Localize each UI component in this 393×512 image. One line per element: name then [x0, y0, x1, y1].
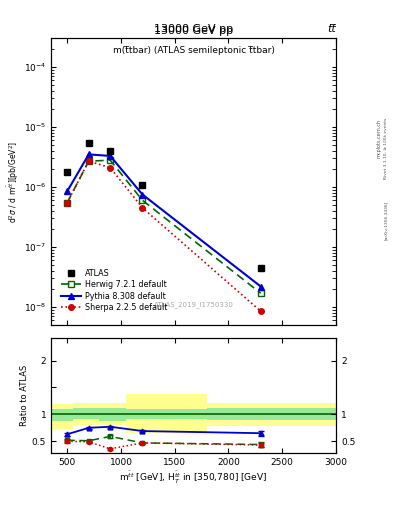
- Bar: [99, 402, 127, 425]
- Y-axis label: d$^2\sigma$ / d m$^{\bar{t}t}$][pb/GeV$^2$]: d$^2\sigma$ / d m$^{\bar{t}t}$][pb/GeV$^…: [5, 141, 21, 223]
- Herwig 7.2.1 default: [258, 290, 263, 296]
- Text: 13000 GeV pp: 13000 GeV pp: [154, 26, 233, 36]
- Bar: [51, 409, 73, 421]
- ATLAS: [108, 148, 112, 154]
- Bar: [51, 403, 73, 430]
- Bar: [99, 408, 127, 421]
- Text: 13000 GeV pp: 13000 GeV pp: [154, 24, 233, 34]
- ATLAS: [86, 140, 91, 146]
- ATLAS: [258, 265, 263, 271]
- Bar: [73, 402, 99, 425]
- Legend: ATLAS, Herwig 7.2.1 default, Pythia 8.308 default, Sherpa 2.2.5 default: ATLAS, Herwig 7.2.1 default, Pythia 8.30…: [58, 266, 170, 315]
- Text: tt̅: tt̅: [327, 24, 336, 34]
- Sherpa 2.2.5 default: [86, 158, 91, 164]
- ATLAS: [65, 168, 70, 175]
- Bar: [127, 394, 207, 433]
- Sherpa 2.2.5 default: [140, 205, 145, 211]
- Pythia 8.308 default: [65, 188, 70, 195]
- Line: Herwig 7.2.1 default: Herwig 7.2.1 default: [64, 157, 264, 296]
- Pythia 8.308 default: [86, 152, 91, 158]
- Text: ATLAS_2019_I1750330: ATLAS_2019_I1750330: [154, 301, 233, 308]
- Bar: [207, 408, 336, 420]
- Herwig 7.2.1 default: [108, 157, 112, 163]
- Herwig 7.2.1 default: [140, 197, 145, 203]
- Sherpa 2.2.5 default: [258, 308, 263, 314]
- X-axis label: m$^{\bar{t}t}$ [GeV], H$_T^{\bar{t}t}$ in [350,780] [GeV]: m$^{\bar{t}t}$ [GeV], H$_T^{\bar{t}t}$ i…: [119, 470, 268, 486]
- Bar: [127, 409, 207, 419]
- Text: mcplots.cern.ch: mcplots.cern.ch: [377, 119, 382, 158]
- Pythia 8.308 default: [258, 284, 263, 290]
- Bar: [73, 408, 99, 419]
- Line: Pythia 8.308 default: Pythia 8.308 default: [64, 151, 264, 290]
- Herwig 7.2.1 default: [65, 200, 70, 206]
- Pythia 8.308 default: [140, 191, 145, 198]
- Text: Rivet 3.1.10, ≥ 100k events: Rivet 3.1.10, ≥ 100k events: [384, 118, 388, 179]
- Line: Sherpa 2.2.5 default: Sherpa 2.2.5 default: [64, 158, 264, 314]
- Herwig 7.2.1 default: [86, 158, 91, 164]
- Bar: [207, 402, 336, 426]
- Sherpa 2.2.5 default: [65, 200, 70, 206]
- ATLAS: [140, 181, 145, 187]
- Y-axis label: Ratio to ATLAS: Ratio to ATLAS: [20, 365, 29, 426]
- Pythia 8.308 default: [108, 153, 112, 159]
- Line: ATLAS: ATLAS: [64, 139, 264, 271]
- Text: m(t̅tbar) (ATLAS semileptonic t̅tbar): m(t̅tbar) (ATLAS semileptonic t̅tbar): [113, 46, 274, 55]
- Text: [arXiv:1306.3436]: [arXiv:1306.3436]: [384, 201, 388, 240]
- Sherpa 2.2.5 default: [108, 165, 112, 171]
